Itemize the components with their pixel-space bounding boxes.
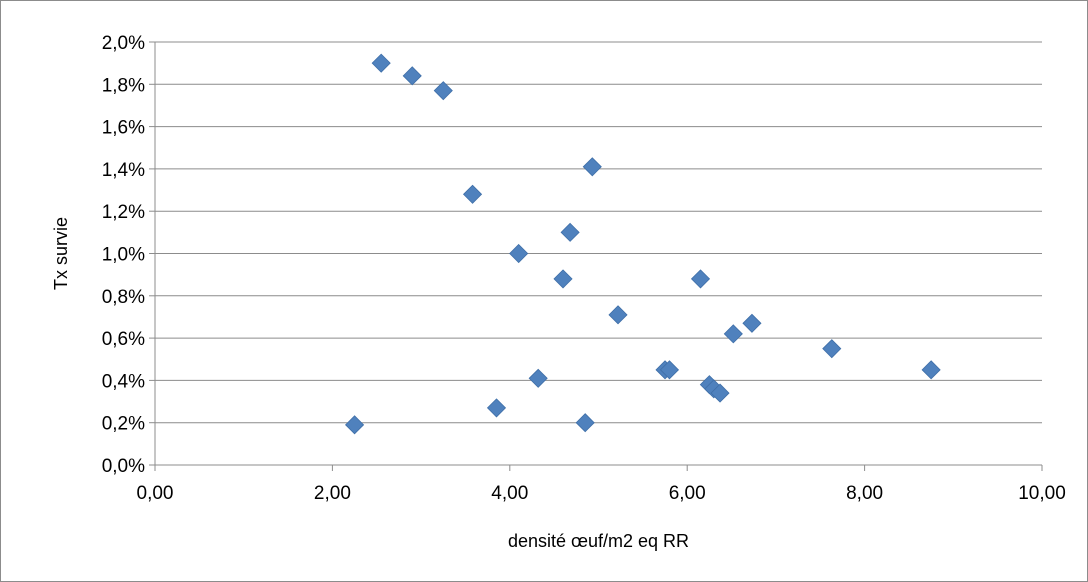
data-point [690,269,711,289]
data-point [582,157,602,177]
data-point [560,222,580,242]
y-tick-label: 0,4% [102,371,145,392]
data-point [402,66,422,86]
data-point [528,368,548,388]
data-point [723,324,743,344]
data-point [433,81,453,101]
data-point [462,184,483,204]
data-point [486,398,507,418]
y-tick-label: 1,2% [102,202,145,223]
x-tick-label: 8,00 [846,483,883,504]
x-tick-label: 4,00 [491,483,528,504]
data-point [710,383,730,403]
x-tick-label: 10,00 [1018,483,1066,504]
data-point [575,413,595,433]
data-point [371,53,391,73]
data-point [659,360,680,380]
data-points [345,53,941,435]
y-tick-label: 2,0% [102,33,145,54]
y-axis-label: Tx survie [51,217,71,290]
y-tick-label: 1,4% [102,160,145,181]
y-tick-labels: 0,0% 0,2% 0,4% 0,6% 0,8% 1,0% 1,2% 1,4% 1,6% 1,8%… [102,33,145,477]
x-axis-label: densité œuf/m2 eq RR [508,531,689,551]
grid-lines [155,41,1042,424]
x-tick-label: 2,00 [314,483,351,504]
data-point [822,339,842,359]
y-tick-label: 0,2% [102,414,145,435]
y-tick-label: 1,6% [102,118,145,139]
data-point [742,313,762,333]
data-point [509,243,529,264]
y-tick-label: 1,0% [102,245,145,266]
axes [149,41,1043,471]
x-tick-label: 6,00 [669,483,706,504]
data-point [608,305,628,325]
data-point [921,360,941,380]
y-tick-label: 0,0% [102,456,145,477]
x-tick-label: 0,00 [137,483,174,504]
x-tick-labels: 0,00 2,00 4,00 6,00 8,00 10,00 [137,483,1066,504]
y-tick-label: 1,8% [102,75,145,96]
y-tick-label: 0,8% [102,287,145,308]
data-point [553,269,573,289]
data-point [345,415,365,435]
y-tick-label: 0,6% [102,329,145,350]
